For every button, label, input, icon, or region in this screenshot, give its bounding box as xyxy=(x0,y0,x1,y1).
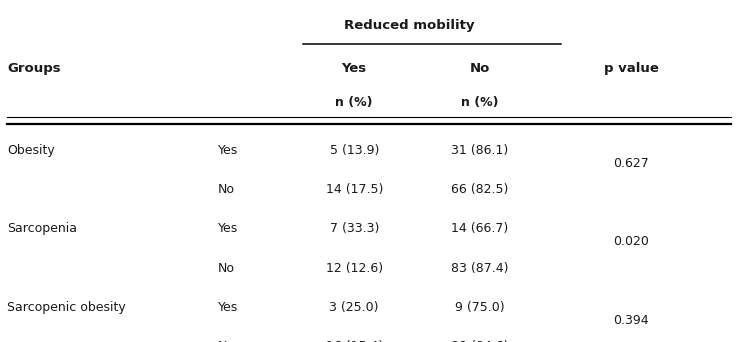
Text: No: No xyxy=(218,183,235,196)
Text: 3 (25.0): 3 (25.0) xyxy=(329,301,379,314)
Text: 5 (13.9): 5 (13.9) xyxy=(330,144,379,157)
Text: Sarcopenia: Sarcopenia xyxy=(7,222,77,235)
Text: Reduced mobility: Reduced mobility xyxy=(345,19,475,32)
Text: No: No xyxy=(469,62,490,75)
Text: n (%): n (%) xyxy=(336,96,373,109)
Text: 16 (15.4): 16 (15.4) xyxy=(325,340,383,342)
Text: 14 (66.7): 14 (66.7) xyxy=(451,222,508,235)
Text: p value: p value xyxy=(604,62,658,75)
Text: 0.020: 0.020 xyxy=(613,235,649,249)
Text: No: No xyxy=(218,262,235,275)
Text: 31 (86.1): 31 (86.1) xyxy=(451,144,508,157)
Text: No: No xyxy=(218,340,235,342)
Text: 0.394: 0.394 xyxy=(613,314,649,327)
Text: Yes: Yes xyxy=(218,222,238,235)
Text: Sarcopenic obesity: Sarcopenic obesity xyxy=(7,301,126,314)
Text: 66 (82.5): 66 (82.5) xyxy=(451,183,508,196)
Text: 0.627: 0.627 xyxy=(613,157,649,170)
Text: 83 (87.4): 83 (87.4) xyxy=(451,262,508,275)
Text: 7 (33.3): 7 (33.3) xyxy=(330,222,379,235)
Text: 12 (12.6): 12 (12.6) xyxy=(325,262,383,275)
Text: Yes: Yes xyxy=(342,62,367,75)
Text: Obesity: Obesity xyxy=(7,144,55,157)
Text: Yes: Yes xyxy=(218,301,238,314)
Text: 14 (17.5): 14 (17.5) xyxy=(325,183,383,196)
Text: 9 (75.0): 9 (75.0) xyxy=(455,301,505,314)
Text: Yes: Yes xyxy=(218,144,238,157)
Text: n (%): n (%) xyxy=(461,96,498,109)
Text: Groups: Groups xyxy=(7,62,61,75)
Text: 88 (84.6): 88 (84.6) xyxy=(451,340,508,342)
